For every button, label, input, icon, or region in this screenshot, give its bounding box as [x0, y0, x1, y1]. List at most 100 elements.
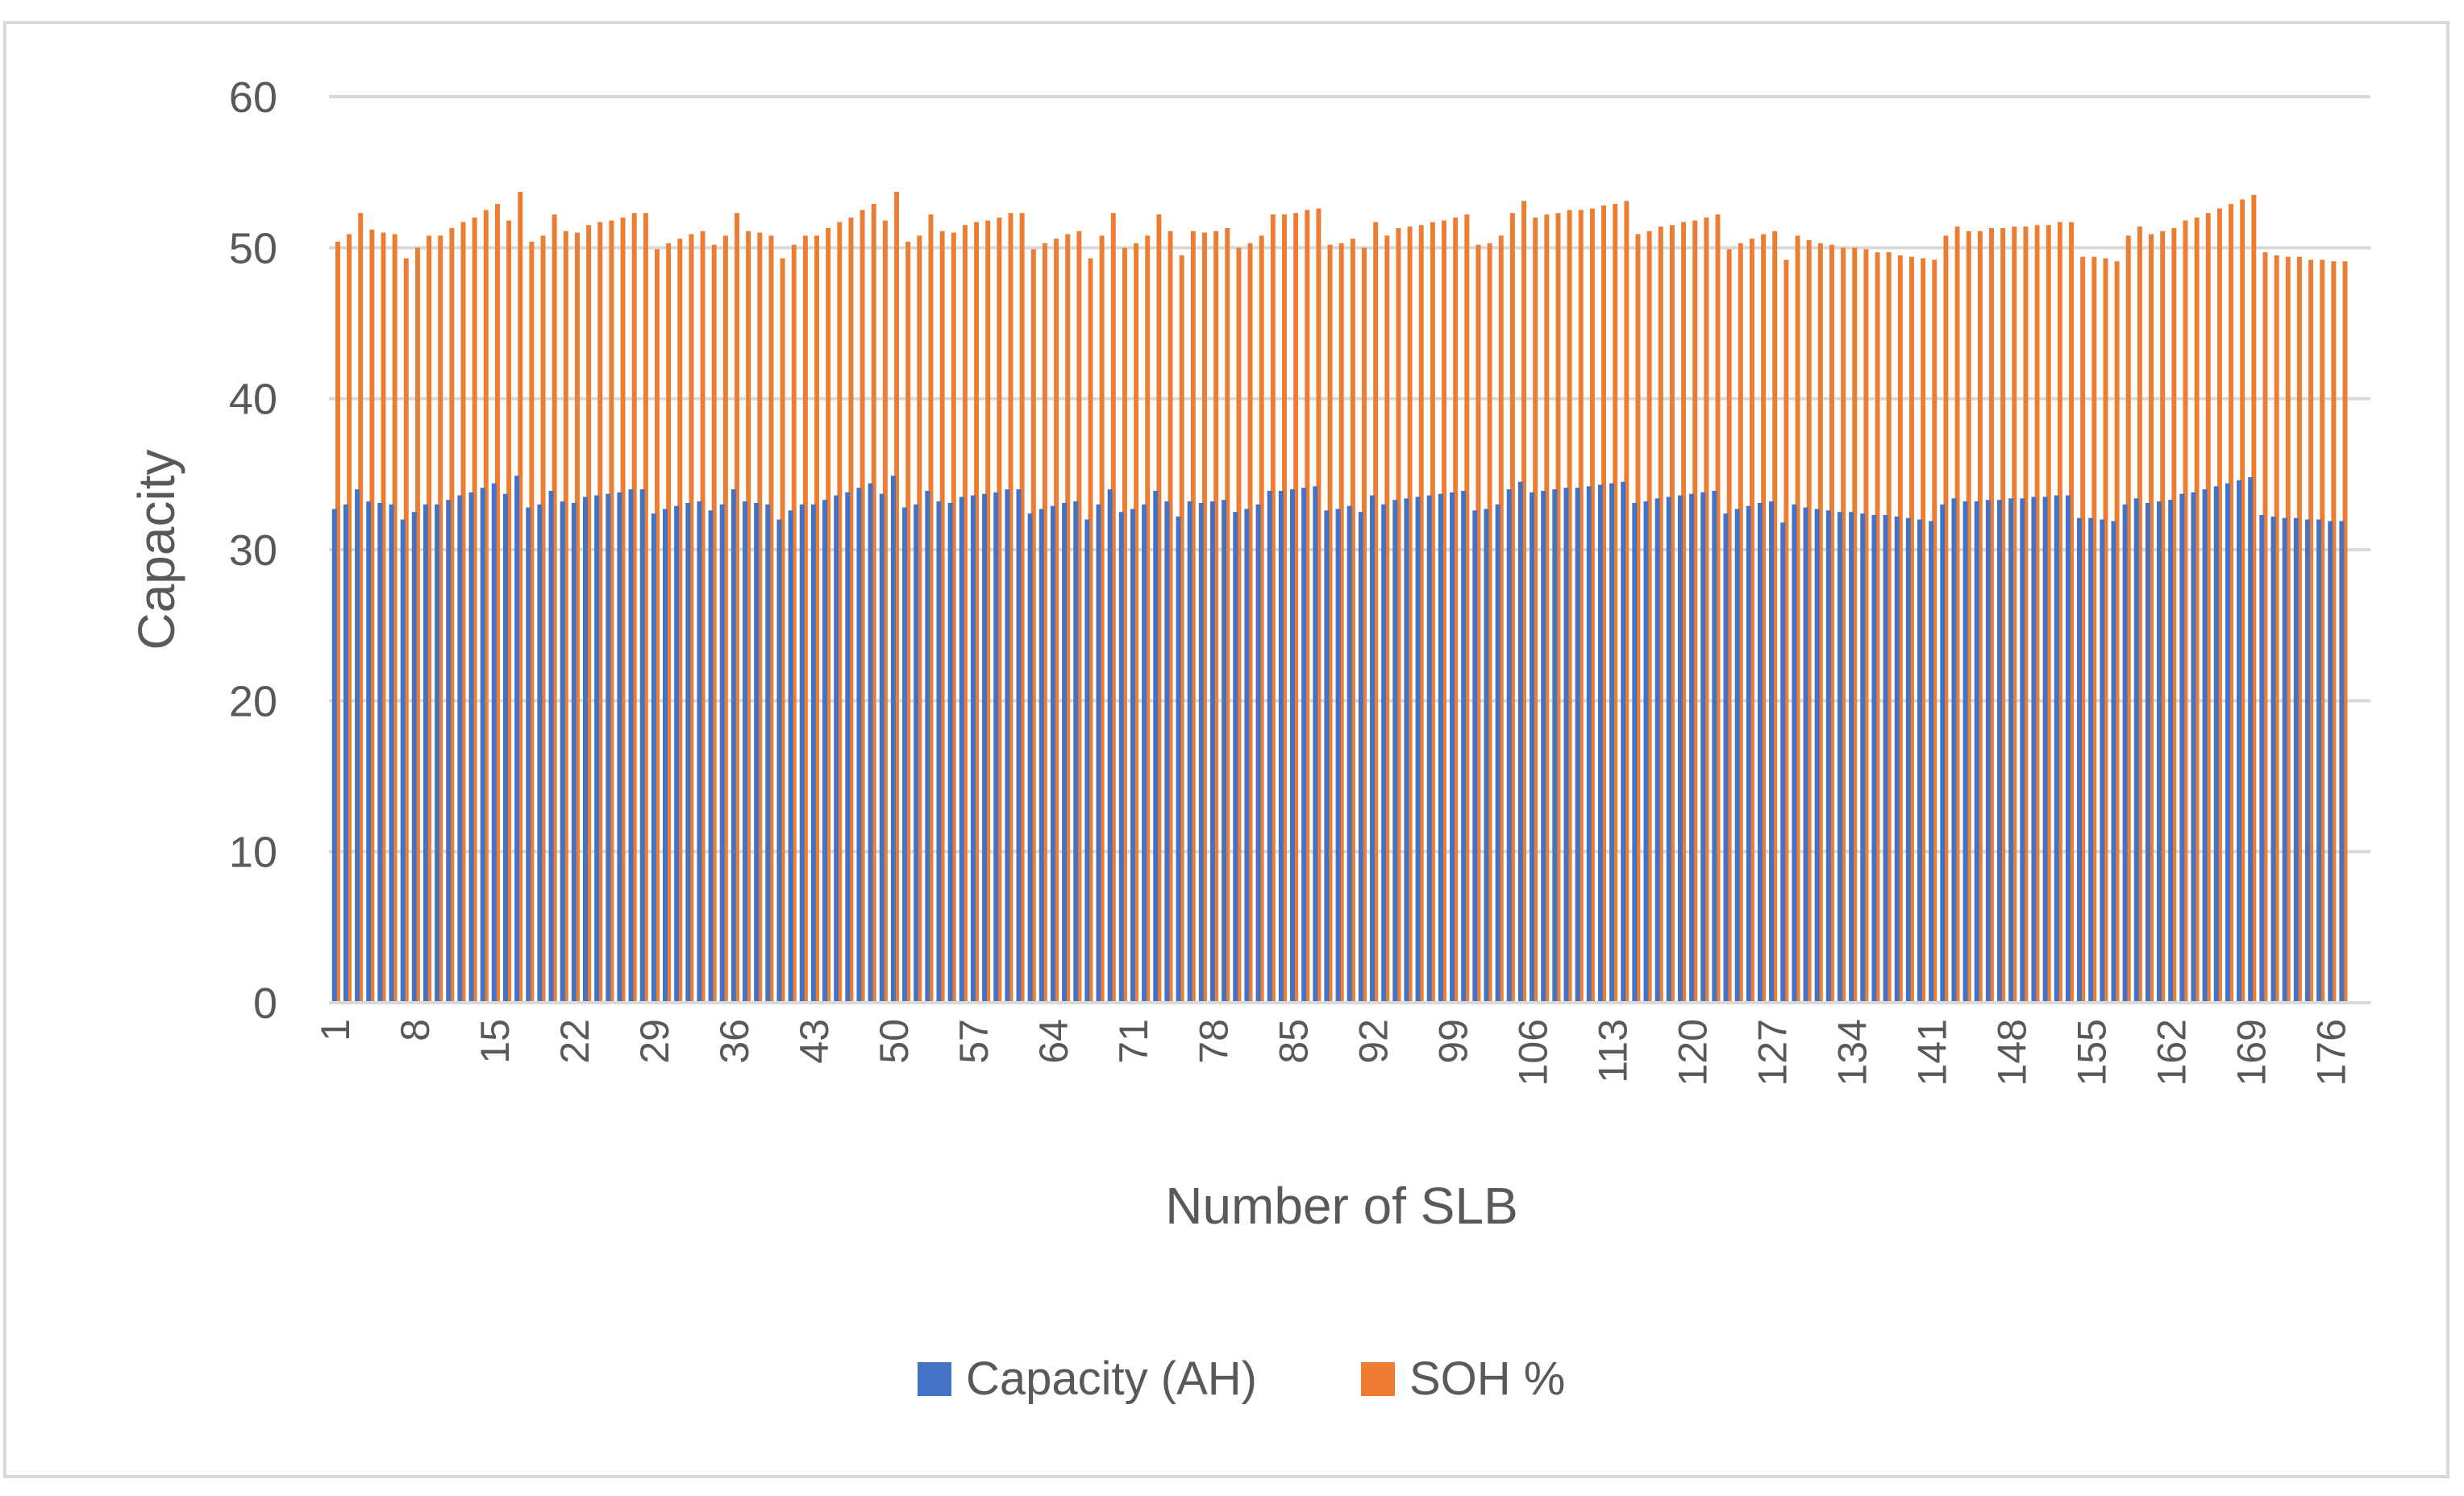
capacity-bar-160: [2145, 502, 2150, 1003]
x-tick-label: 64: [1031, 1019, 1076, 1064]
soh-bar-41: [791, 244, 797, 1003]
capacity-bar-170: [2259, 514, 2265, 1003]
capacity-bar-8: [411, 512, 417, 1003]
legend: Capacity (AH) SOH %: [918, 1353, 1565, 1405]
soh-bar-84: [1282, 214, 1287, 1003]
capacity-bar-100: [1461, 490, 1467, 1003]
y-tick-label: 40: [229, 376, 277, 424]
capacity-bar-34: [708, 510, 714, 1003]
capacity-bar-46: [845, 492, 851, 1003]
soh-bar-105: [1521, 201, 1527, 1003]
soh-bar-57: [974, 222, 980, 1003]
soh-bar-4: [369, 229, 375, 1003]
capacity-bar-87: [1313, 486, 1318, 1003]
soh-bar-28: [643, 213, 648, 1003]
capacity-bar-134: [1849, 512, 1854, 1003]
soh-bar-141: [1932, 260, 1937, 1003]
soh-bar-30: [666, 243, 672, 1003]
capacity-bar-132: [1825, 510, 1831, 1003]
capacity-bar-43: [810, 504, 816, 1003]
capacity-bar-80: [1233, 512, 1238, 1003]
soh-bar-103: [1498, 235, 1504, 1003]
capacity-bar-48: [868, 483, 873, 1003]
capacity-bar-68: [1096, 504, 1101, 1003]
capacity-bar-172: [2282, 517, 2287, 1003]
capacity-bar-141: [1929, 521, 1934, 1003]
capacity-bar-138: [1894, 516, 1900, 1003]
capacity-bar-105: [1517, 481, 1523, 1003]
capacity-bar-101: [1472, 510, 1478, 1003]
soh-bar-61: [1019, 213, 1025, 1003]
soh-bar-35: [722, 235, 728, 1003]
soh-bar-20: [551, 214, 557, 1003]
capacity-bar-15: [491, 483, 497, 1003]
soh-bar-74: [1167, 231, 1173, 1003]
capacity-bar-13: [468, 492, 474, 1003]
capacity-bar-135: [1860, 513, 1866, 1003]
capacity-bar-4: [366, 501, 372, 1003]
capacity-bar-121: [1700, 492, 1706, 1003]
soh-bar-9: [427, 235, 432, 1003]
x-tick-label: 99: [1430, 1019, 1475, 1064]
soh-bar-23: [586, 225, 592, 1003]
capacity-bar-99: [1450, 492, 1455, 1003]
capacity-bar-71: [1130, 509, 1135, 1003]
soh-bar-60: [1008, 213, 1013, 1003]
soh-bar-117: [1658, 226, 1663, 1003]
soh-bar-138: [1897, 255, 1903, 1003]
x-tick-label: 8: [393, 1019, 438, 1041]
soh-bar-65: [1065, 234, 1071, 1003]
capacity-bar-136: [1871, 514, 1877, 1003]
capacity-bar-11: [446, 500, 452, 1003]
capacity-bar-167: [2225, 483, 2230, 1003]
soh-bar-12: [460, 222, 466, 1003]
soh-bar-147: [2000, 227, 2006, 1003]
capacity-bar-29: [651, 513, 656, 1003]
soh-bar-104: [1509, 213, 1515, 1003]
soh-bar-110: [1578, 210, 1584, 1003]
capacity-bar-145: [1974, 501, 1979, 1003]
soh-bar-125: [1749, 239, 1754, 1003]
soh-bar-97: [1430, 222, 1435, 1003]
soh-bar-114: [1624, 201, 1629, 1003]
soh-bar-159: [2137, 226, 2142, 1003]
soh-bar-48: [871, 204, 876, 1004]
soh-bar-64: [1054, 239, 1059, 1003]
soh-bar-148: [2012, 226, 2017, 1003]
soh-bar-120: [1692, 220, 1698, 1003]
capacity-bar-40: [776, 519, 782, 1003]
soh-bar-76: [1190, 231, 1196, 1003]
soh-bar-37: [746, 231, 751, 1003]
capacity-bar-73: [1153, 490, 1159, 1003]
soh-bar-42: [802, 235, 808, 1003]
soh-bar-124: [1738, 243, 1743, 1003]
soh-bar-96: [1418, 225, 1424, 1003]
soh-bar-7: [403, 258, 409, 1003]
soh-bar-137: [1886, 251, 1892, 1003]
soh-bar-85: [1293, 213, 1299, 1003]
capacity-bar-91: [1358, 512, 1363, 1003]
capacity-bar-85: [1290, 489, 1295, 1003]
soh-bar-112: [1601, 205, 1607, 1003]
soh-bar-177: [2342, 261, 2348, 1003]
soh-bar-170: [2262, 251, 2268, 1003]
capacity-bar-65: [1062, 502, 1068, 1003]
capacity-bar-94: [1392, 500, 1398, 1003]
soh-bar-102: [1487, 243, 1492, 1003]
capacity-bar-176: [2328, 521, 2333, 1003]
capacity-bar-27: [628, 489, 634, 1003]
soh-bar-127: [1772, 231, 1778, 1003]
capacity-bar-39: [765, 504, 771, 1003]
capacity-bar-104: [1506, 489, 1512, 1003]
soh-bar-6: [392, 234, 397, 1003]
soh-bar-45: [837, 222, 843, 1003]
soh-bar-107: [1544, 214, 1550, 1003]
y-tick-label: 50: [229, 224, 277, 272]
x-tick-label: 85: [1271, 1019, 1316, 1064]
capacity-bar-155: [2088, 517, 2094, 1003]
soh-bar-173: [2296, 256, 2302, 1003]
capacity-bar-51: [902, 507, 908, 1003]
capacity-bar-28: [639, 489, 645, 1003]
soh-bar-16: [506, 220, 512, 1003]
x-tick-label: 78: [1191, 1019, 1236, 1064]
